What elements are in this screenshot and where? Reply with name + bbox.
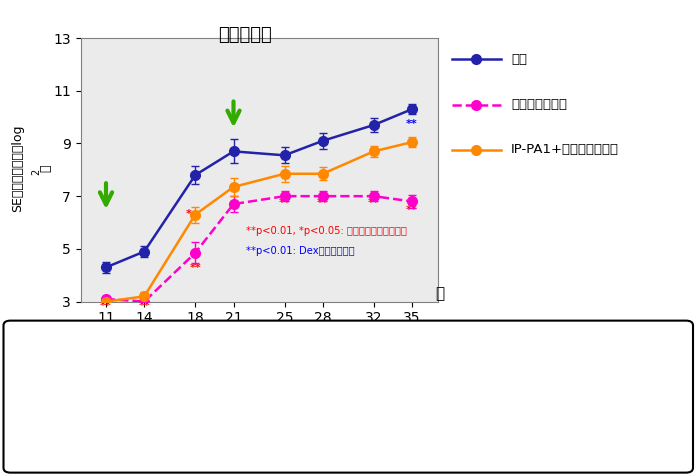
Text: 日: 日 [435,286,444,302]
Text: **: ** [100,301,112,311]
Circle shape [122,356,128,361]
Text: *: * [186,209,192,218]
Text: ）: ） [40,165,52,172]
Text: デキサメタゾン: デキサメタゾン [511,98,567,111]
Text: 対照: 対照 [511,53,527,66]
Text: 抗体価推移: 抗体価推移 [218,26,272,44]
Text: 35d: 35d [649,399,675,412]
Text: IP-PA1/経口投与（10μg/kg/day×35day）: IP-PA1/経口投与（10μg/kg/day×35day） [242,362,422,372]
Text: **: ** [279,198,290,208]
Ellipse shape [44,372,132,443]
Text: **: ** [406,205,418,215]
Polygon shape [14,381,38,412]
Text: IP-PA1+デキサメタゾン: IP-PA1+デキサメタゾン [511,143,619,156]
Text: **: ** [190,263,201,273]
Polygon shape [140,362,154,369]
Text: 7d: 7d [360,428,376,442]
Text: **: ** [368,198,379,208]
Text: **: ** [139,301,150,311]
Text: SE特異的抗体価（log: SE特異的抗体価（log [11,125,24,212]
Ellipse shape [135,367,146,377]
Text: 2: 2 [32,169,41,175]
Circle shape [94,345,141,376]
Text: デキサメタゾン/筋肉内投与（10μg/kg/day×35day）: デキサメタゾン/筋肉内投与（10μg/kg/day×35day） [283,373,480,383]
Text: Salmonella enteritidis: Salmonella enteritidis [434,452,556,462]
Polygon shape [111,330,139,348]
Text: **: ** [406,119,418,129]
Text: ワクチン接種（: ワクチン接種（ [388,452,434,462]
Text: **p<0.01, *p<0.05: コントロールとの比較: **p<0.01, *p<0.05: コントロールとの比較 [246,227,407,237]
Text: **p<0.01: Dex単独との比較: **p<0.01: Dex単独との比較 [246,246,355,256]
Text: 21d: 21d [528,428,552,442]
Text: **: ** [317,198,328,208]
Text: ）: ） [575,452,582,462]
